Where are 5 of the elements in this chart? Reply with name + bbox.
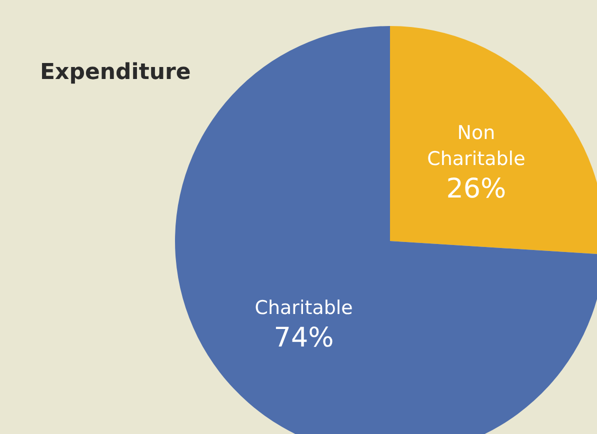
slice-label: Charitable — [254, 297, 353, 320]
data-label: 74% — [274, 322, 334, 354]
slice-label: Non Charitable — [427, 122, 526, 170]
text: Expenditure — [40, 60, 191, 85]
data-label: 26% — [446, 173, 506, 204]
